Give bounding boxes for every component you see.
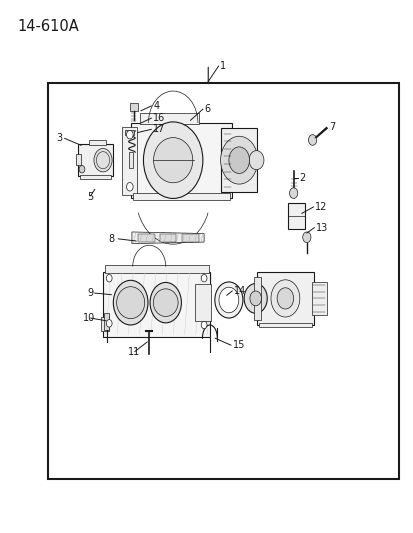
Text: 10: 10 [83, 313, 95, 323]
Circle shape [143, 122, 202, 198]
Circle shape [289, 188, 297, 198]
Text: 3: 3 [56, 133, 62, 143]
Circle shape [106, 274, 112, 282]
Polygon shape [132, 232, 204, 244]
Polygon shape [311, 282, 326, 316]
Text: 8: 8 [108, 234, 114, 244]
Polygon shape [78, 144, 113, 176]
Ellipse shape [153, 289, 178, 317]
Polygon shape [254, 277, 260, 320]
Polygon shape [194, 284, 211, 321]
Polygon shape [140, 114, 198, 124]
Bar [159, 233, 176, 242]
Text: 17: 17 [153, 124, 165, 134]
Polygon shape [287, 203, 304, 229]
Polygon shape [256, 272, 313, 325]
Circle shape [244, 284, 267, 313]
Text: 13: 13 [315, 223, 328, 233]
Text: 2: 2 [299, 173, 305, 183]
Polygon shape [133, 193, 229, 200]
Circle shape [150, 282, 181, 323]
Text: 15: 15 [232, 340, 244, 350]
Circle shape [302, 232, 310, 243]
Text: 9: 9 [87, 288, 93, 298]
Polygon shape [258, 324, 311, 327]
Text: 14: 14 [233, 286, 245, 296]
Circle shape [218, 287, 238, 313]
Circle shape [228, 147, 249, 173]
Bar [104, 313, 109, 330]
Polygon shape [104, 265, 209, 273]
Polygon shape [80, 175, 111, 179]
Circle shape [276, 288, 293, 309]
Circle shape [126, 131, 133, 139]
Ellipse shape [116, 287, 145, 319]
Circle shape [308, 135, 316, 146]
Polygon shape [101, 317, 109, 332]
Circle shape [201, 274, 206, 282]
Text: 1: 1 [220, 61, 226, 71]
Bar [130, 103, 138, 111]
Circle shape [79, 165, 85, 173]
Text: 7: 7 [328, 122, 334, 132]
Text: 12: 12 [314, 202, 327, 212]
Text: 6: 6 [204, 104, 210, 114]
Polygon shape [125, 130, 133, 135]
Polygon shape [221, 128, 256, 192]
Circle shape [201, 321, 206, 329]
Polygon shape [122, 127, 137, 195]
Circle shape [220, 136, 257, 184]
Circle shape [249, 291, 261, 306]
Bar [138, 233, 154, 242]
Circle shape [214, 282, 242, 318]
Text: 16: 16 [153, 113, 165, 123]
Circle shape [113, 280, 147, 325]
Polygon shape [89, 140, 106, 146]
Text: 5: 5 [87, 192, 93, 203]
Polygon shape [76, 154, 81, 165]
Polygon shape [131, 123, 231, 198]
Polygon shape [128, 152, 133, 168]
Circle shape [106, 320, 112, 327]
Circle shape [94, 149, 112, 172]
Bar [48, 83, 398, 479]
Circle shape [126, 182, 133, 191]
Bar [182, 233, 198, 242]
Text: 14-610A: 14-610A [17, 19, 79, 34]
Circle shape [249, 151, 263, 169]
Text: 11: 11 [128, 346, 140, 357]
Ellipse shape [153, 138, 192, 183]
Circle shape [270, 280, 299, 317]
Polygon shape [103, 272, 210, 337]
Text: 4: 4 [153, 101, 159, 111]
